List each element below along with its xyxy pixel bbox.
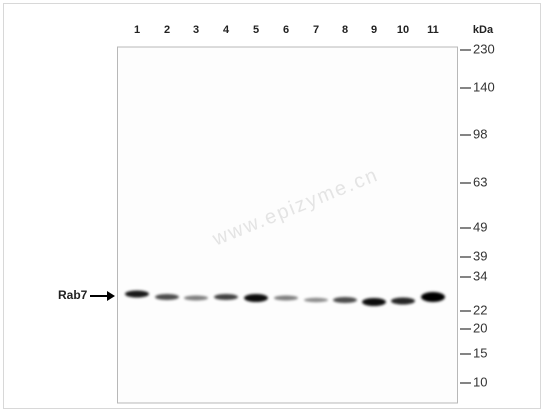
lane-label: 3: [193, 24, 199, 36]
marker-label: 39: [473, 248, 487, 263]
lane-label: 1: [134, 24, 140, 36]
lane-label: 10: [397, 24, 409, 36]
marker-label: 98: [473, 126, 487, 141]
lane-label: 8: [342, 24, 348, 36]
marker-label: 20: [473, 320, 487, 335]
marker-label: 140: [473, 79, 495, 94]
lane-label: 2: [164, 24, 170, 36]
band: [184, 295, 208, 301]
band: [125, 290, 149, 298]
marker-label: 34: [473, 268, 487, 283]
band: [214, 294, 238, 300]
marker-label: 22: [473, 302, 487, 317]
band: [304, 297, 328, 303]
band: [244, 294, 268, 302]
marker-label: 63: [473, 174, 487, 189]
lane-label: 11: [427, 24, 439, 36]
lane-label: 4: [223, 24, 230, 36]
band: [421, 292, 445, 302]
band: [155, 294, 179, 300]
lane-label: 6: [283, 24, 289, 36]
marker-label: 15: [473, 345, 487, 360]
marker-label: 230: [473, 41, 495, 56]
band: [362, 298, 386, 306]
unit-label: kDa: [473, 24, 494, 36]
lane-label: 9: [371, 24, 377, 36]
lane-label: 5: [253, 24, 259, 36]
marker-label: 49: [473, 219, 487, 234]
protein-label: Rab7: [58, 288, 88, 302]
marker-label: 10: [473, 374, 487, 389]
membrane: [117, 46, 458, 404]
arrow-head: [107, 291, 115, 301]
band: [274, 295, 298, 301]
lane-label: 7: [313, 24, 319, 36]
band: [333, 297, 357, 303]
band: [391, 297, 415, 305]
